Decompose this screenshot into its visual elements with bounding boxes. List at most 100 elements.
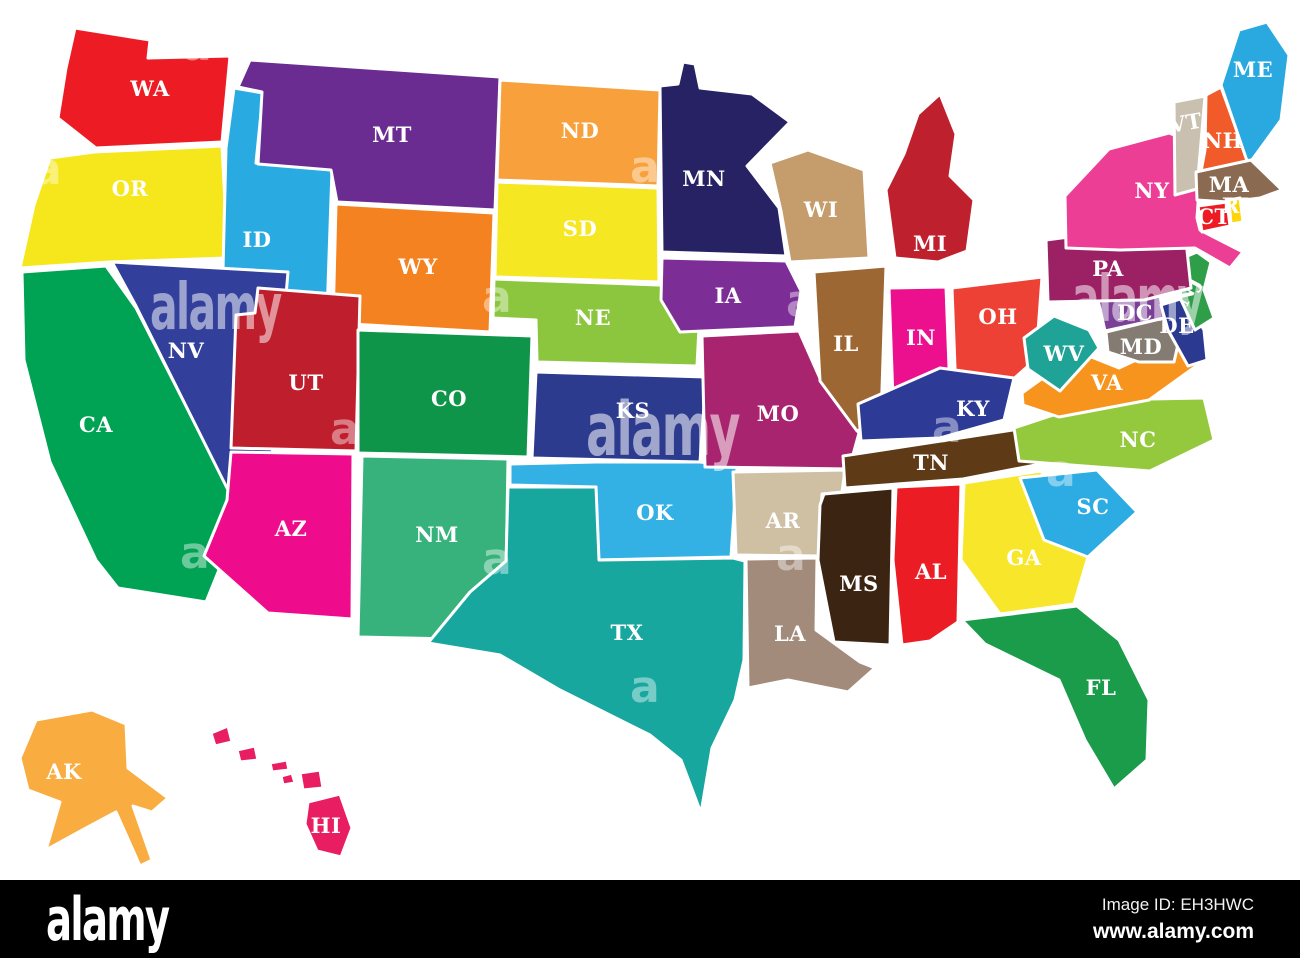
state-hi: HI [209, 724, 354, 859]
state-sc-shape [1018, 468, 1139, 559]
state-mo: MO [700, 329, 861, 471]
state-ak-label: AK [45, 759, 82, 784]
state-wv-label: WV [1043, 341, 1085, 366]
state-nm-label: NM [415, 522, 458, 547]
state-ct-shape [1196, 200, 1232, 234]
state-co: CO [356, 328, 534, 459]
state-in-label: IN [906, 325, 936, 350]
state-me-shape [1219, 20, 1291, 166]
state-mi: MI [884, 92, 976, 264]
state-ri-shape [1227, 196, 1245, 226]
state-ma: MA [1194, 158, 1284, 204]
state-nv-label: NV [168, 338, 205, 363]
state-la-label: LA [774, 621, 806, 646]
state-ar-label: AR [765, 508, 801, 533]
state-ct: CT [1196, 200, 1232, 234]
state-tx-label: TX [611, 620, 644, 645]
state-sc: SC [1018, 468, 1139, 559]
state-ri-label: RI [1222, 193, 1250, 218]
state-me-label: ME [1233, 57, 1273, 82]
state-ca-label: CA [79, 412, 113, 437]
state-nd: ND [495, 78, 662, 188]
state-pa-label: PA [1092, 256, 1124, 281]
state-ma-shape [1194, 158, 1284, 204]
state-hi-island-1 [209, 724, 234, 748]
state-ut-label: UT [289, 370, 324, 395]
state-ms: MS [816, 486, 895, 647]
state-wa: WA [56, 26, 232, 150]
state-hi-island-5 [298, 768, 325, 792]
state-ca: CA [20, 264, 236, 604]
state-mn: MN [658, 60, 792, 258]
state-ia-label: IA [714, 283, 741, 308]
state-ne: NE [491, 277, 703, 368]
state-az-label: AZ [274, 516, 308, 541]
footer-info: Image ID: EH3HWC www.alamy.com [1093, 895, 1254, 944]
state-ok-label: OK [636, 500, 674, 525]
state-or: OR [18, 144, 230, 270]
state-dc-label: DC [1117, 300, 1153, 325]
state-ky-shape [856, 366, 1016, 443]
state-ut-shape [229, 286, 362, 453]
state-oh-label: OH [978, 304, 1017, 329]
state-fl-shape [960, 604, 1151, 791]
state-mn-shape [658, 60, 792, 258]
state-fl: FL [960, 604, 1151, 791]
state-me: ME [1219, 20, 1291, 166]
state-ar: AR [731, 468, 847, 558]
state-wi: WI [768, 148, 871, 264]
state-id: ID [220, 86, 334, 317]
state-mt: MT [236, 58, 502, 212]
state-va-label: VA [1090, 370, 1123, 395]
state-ri: RI [1222, 193, 1250, 226]
state-ky: KY [856, 366, 1016, 443]
state-ms-label: MS [839, 571, 878, 596]
state-nd-shape [495, 78, 662, 188]
state-hi-island-4 [279, 771, 297, 787]
state-md: MD [1104, 316, 1181, 364]
state-il-label: IL [833, 331, 859, 356]
state-ca-shape [20, 264, 236, 604]
state-vt-label: VT [1166, 107, 1204, 138]
state-ia: IA [659, 256, 803, 334]
state-sd-label: SD [563, 216, 597, 241]
state-wy-label: WY [397, 254, 438, 279]
state-mn-label: MN [682, 166, 725, 191]
state-az-shape [202, 450, 355, 621]
state-mo-label: MO [757, 401, 800, 426]
state-tx: TX [426, 485, 747, 815]
state-wv: WV [1022, 314, 1101, 393]
state-ak: AK [18, 708, 170, 868]
state-hi-island-3 [268, 758, 291, 774]
state-sd: SD [493, 180, 661, 284]
state-sc-label: SC [1077, 494, 1110, 519]
state-co-shape [356, 328, 534, 459]
state-la-shape [744, 556, 877, 694]
usa-states-map: WA OR CA ID NV MT WY UT [18, 20, 1291, 868]
state-tn-label: TN [913, 450, 949, 475]
state-hi-big-island [303, 792, 354, 859]
state-la: LA [744, 556, 877, 694]
state-wi-label: WI [803, 197, 838, 222]
state-wi-shape [768, 148, 871, 264]
state-ma-label: MA [1209, 172, 1250, 197]
state-al: AL [891, 482, 963, 647]
image-id-label: Image ID: EH3HWC [1101, 894, 1254, 914]
state-al-shape [891, 482, 963, 647]
state-nc-label: NC [1120, 427, 1157, 452]
state-co-label: CO [431, 386, 467, 411]
state-ak-shape [18, 708, 170, 868]
state-or-label: OR [112, 176, 149, 201]
state-tx-shape [426, 485, 747, 815]
state-mi-shape [884, 92, 976, 264]
state-wa-shape [56, 26, 232, 150]
state-ks-label: KS [616, 398, 650, 423]
state-or-shape [18, 144, 230, 270]
alamy-url-label: www.alamy.com [1092, 919, 1254, 943]
state-ut: UT [229, 286, 362, 453]
state-nd-label: ND [561, 118, 599, 143]
state-fl-label: FL [1086, 675, 1117, 700]
state-az: AZ [202, 450, 355, 621]
state-id-label: ID [242, 227, 271, 252]
